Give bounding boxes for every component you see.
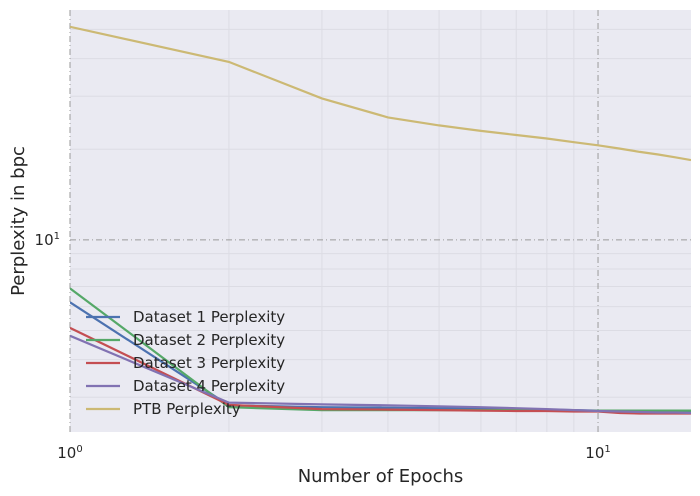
dataset-4-perplexity-line	[70, 334, 691, 415]
x-tick-label: 101	[585, 444, 610, 462]
series-lines	[70, 25, 691, 415]
legend-label-dataset-1-perplexity: Dataset 1 Perplexity	[133, 308, 285, 326]
legend-label-dataset-4-perplexity: Dataset 4 Perplexity	[133, 377, 285, 395]
y-tick-labels: 101	[35, 231, 60, 249]
x-tick-label: 100	[57, 444, 82, 462]
x-tick-labels: 100 101	[57, 444, 610, 462]
legend-label-dataset-2-perplexity: Dataset 2 Perplexity	[133, 331, 285, 349]
legend-label-dataset-3-perplexity: Dataset 3 Perplexity	[133, 354, 285, 372]
legend-label-ptb-perplexity: PTB Perplexity	[133, 400, 241, 418]
x-axis-title: Number of Epochs	[298, 466, 464, 487]
plot-area	[70, 10, 691, 432]
ptb-perplexity-line	[70, 25, 691, 162]
minor-grid	[70, 10, 691, 432]
y-tick-label: 101	[35, 231, 60, 249]
major-grid	[69, 10, 691, 432]
y-axis-title: Perplexity in bpc	[8, 146, 29, 296]
legend: Dataset 1 Perplexity Dataset 2 Perplexity…	[86, 308, 285, 418]
dataset-3-perplexity-line	[70, 326, 691, 415]
